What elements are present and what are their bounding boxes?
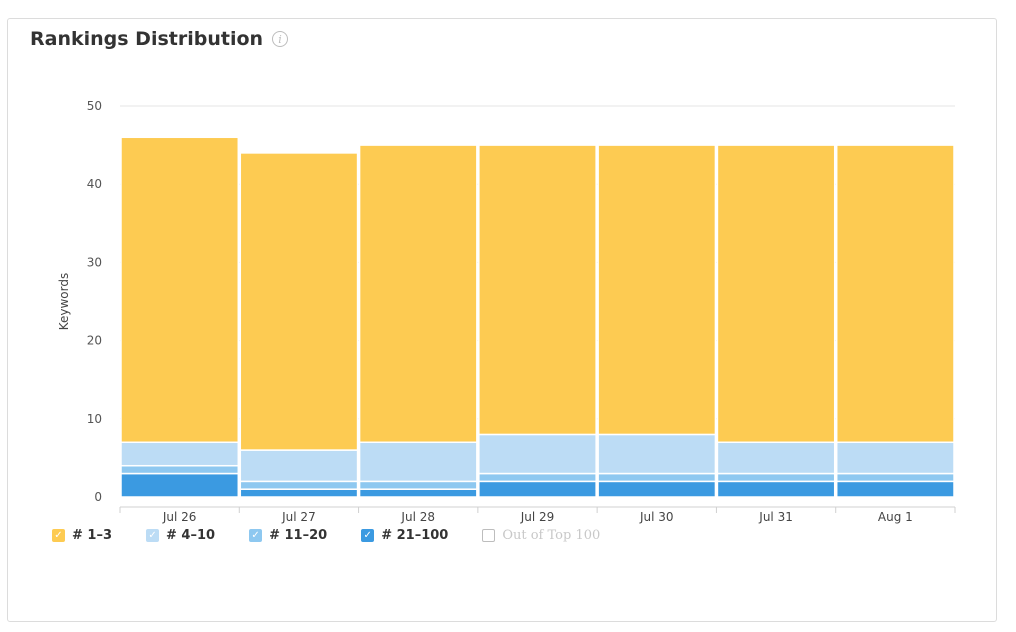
- bar-segment: [239, 449, 359, 483]
- chart-title: Rankings Distribution: [30, 28, 264, 50]
- y-tick-label: 20: [87, 334, 102, 348]
- y-tick-label: 30: [87, 255, 102, 269]
- bar-segment: [716, 480, 836, 498]
- bar-segment: [478, 480, 597, 498]
- x-tick-label: Jul 28: [400, 510, 435, 524]
- x-tick-label: Jul 29: [520, 510, 555, 524]
- legend-item[interactable]: ✓ # 11–20: [249, 528, 327, 543]
- bar-segment: [358, 144, 478, 444]
- bar-segment: [716, 441, 836, 475]
- bar-segment: [239, 480, 359, 490]
- bar-segment: [597, 144, 717, 436]
- bar-segment: [358, 480, 478, 490]
- bar-segment: [120, 464, 240, 475]
- bar-segment: [478, 433, 597, 475]
- y-tick-label: 50: [87, 99, 102, 113]
- y-axis-title: Keywords: [57, 273, 71, 331]
- bar-segment: [120, 441, 240, 467]
- checkbox-empty-icon[interactable]: [482, 529, 496, 542]
- bar-segment: [835, 480, 955, 498]
- bar-segment: [835, 441, 955, 475]
- legend-label: Out of Top 100: [502, 528, 601, 543]
- y-tick-label: 10: [87, 412, 102, 426]
- checkbox-checked-icon[interactable]: ✓: [146, 529, 160, 542]
- legend-item[interactable]: ✓ # 21–100: [361, 528, 448, 543]
- bar-segment: [716, 144, 836, 444]
- bar-segment: [239, 152, 359, 451]
- x-tick-label: Jul 27: [281, 510, 316, 524]
- bar-segment: [597, 472, 717, 483]
- x-tick-label: Jul 31: [758, 510, 793, 524]
- y-tick-label: 0: [94, 490, 102, 504]
- bar-segment: [478, 472, 597, 483]
- bar-segment: [358, 488, 478, 498]
- bar-segment: [597, 433, 717, 475]
- bar-segment: [716, 472, 836, 483]
- y-tick-label: 40: [87, 177, 102, 191]
- bar-segment: [597, 480, 717, 498]
- title-row: Rankings Distribution i: [30, 28, 289, 50]
- checkbox-checked-icon[interactable]: ✓: [52, 529, 65, 542]
- legend-label: # 1–3: [72, 528, 113, 543]
- x-tick-label: Jul 26: [162, 510, 197, 524]
- legend-label: # 4–10: [166, 528, 216, 543]
- legend-label: # 11–20: [269, 528, 328, 543]
- checkbox-checked-icon[interactable]: ✓: [361, 529, 375, 542]
- bar-segment: [358, 441, 478, 483]
- info-icon[interactable]: i: [272, 31, 289, 47]
- bar-segment: [835, 144, 955, 444]
- bar-segment: [478, 144, 597, 436]
- legend-item[interactable]: Out of Top 100: [482, 528, 600, 543]
- checkbox-checked-icon[interactable]: ✓: [249, 529, 263, 542]
- chart-legend: ✓ # 1–3 ✓ # 4–10 ✓ # 11–20 ✓ # 21–100 Out of Top…: [52, 528, 634, 543]
- legend-item[interactable]: ✓ # 4–10: [146, 528, 215, 543]
- legend-item[interactable]: ✓ # 1–3: [52, 528, 112, 543]
- bar-segment: [835, 472, 955, 483]
- bar-segment: [120, 472, 240, 498]
- bar-segment: [120, 136, 240, 444]
- bar-segment: [239, 488, 359, 498]
- x-tick-label: Aug 1: [878, 510, 913, 524]
- legend-label: # 21–100: [381, 528, 449, 543]
- x-tick-label: Jul 30: [639, 510, 674, 524]
